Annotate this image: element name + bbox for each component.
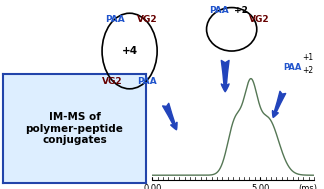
Text: +2: +2	[235, 6, 248, 15]
Text: +2: +2	[302, 66, 313, 75]
Text: PAA: PAA	[105, 15, 125, 24]
Text: VG2: VG2	[249, 15, 270, 24]
Text: +1: +1	[302, 53, 313, 62]
Text: +4: +4	[122, 46, 138, 56]
Text: PAA: PAA	[209, 6, 228, 15]
Text: VG2: VG2	[137, 15, 158, 24]
Text: IM-MS of
polymer-peptide
conjugates: IM-MS of polymer-peptide conjugates	[26, 112, 123, 145]
Text: VG2: VG2	[101, 77, 122, 86]
Text: PAA: PAA	[138, 77, 157, 86]
Text: PAA: PAA	[284, 63, 302, 72]
Text: (ms): (ms)	[298, 184, 317, 189]
